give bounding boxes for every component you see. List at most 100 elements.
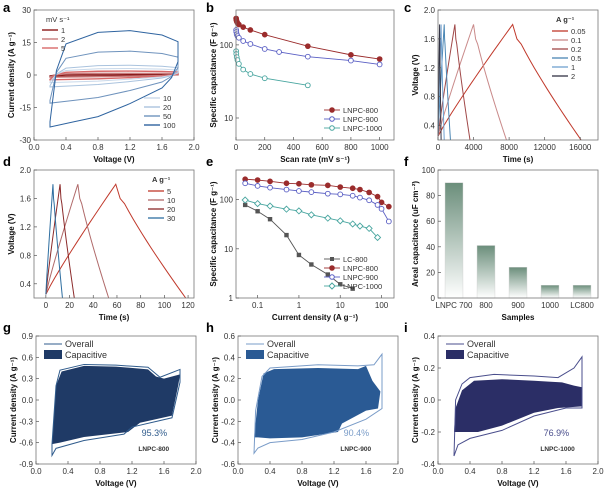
data-point bbox=[240, 66, 247, 73]
legend-swatch-capacitive bbox=[446, 350, 464, 359]
x-tick-label: 1000 bbox=[371, 143, 389, 152]
x-tick-label: 200 bbox=[258, 143, 272, 152]
legend-label-1: 1 bbox=[61, 26, 65, 35]
capacitive-area bbox=[454, 379, 582, 432]
gcd-curve-2 bbox=[437, 24, 442, 141]
capacitive-percent: 90.4% bbox=[344, 428, 370, 438]
y-tick-label: 100 bbox=[220, 196, 234, 205]
x-axis-label: Voltage (V) bbox=[95, 479, 137, 488]
data-point bbox=[255, 209, 260, 214]
data-point bbox=[376, 61, 383, 68]
y-tick-label: -0.3 bbox=[19, 417, 33, 426]
data-point bbox=[338, 282, 343, 287]
y-tick-label: 80 bbox=[426, 192, 435, 201]
gcd-curve-10 bbox=[45, 184, 110, 299]
data-point bbox=[349, 220, 357, 228]
data-point bbox=[325, 272, 331, 277]
legend-label-0.05: 0.05 bbox=[571, 27, 586, 36]
legend-title: A g⁻¹ bbox=[152, 175, 171, 184]
y-tick-label: 2.0 bbox=[20, 166, 32, 175]
series-line-LC-800 bbox=[244, 204, 353, 290]
data-point bbox=[296, 188, 302, 194]
legend-label-20: 20 bbox=[163, 103, 171, 112]
y-tick-label: -15 bbox=[19, 104, 31, 113]
x-tick-label: 0.1 bbox=[252, 301, 264, 310]
y-axis-label: Specific capacitance (F g⁻¹) bbox=[209, 181, 218, 286]
gcd-curve-20 bbox=[45, 184, 75, 299]
x-tick-label: 0.8 bbox=[94, 467, 106, 476]
x-tick-label: 1.6 bbox=[156, 143, 168, 152]
x-axis-label: Voltage (V) bbox=[497, 479, 539, 488]
y-tick-label: 20 bbox=[426, 268, 435, 277]
legend-label-0.2: 0.2 bbox=[571, 45, 581, 54]
panel-letter-g: g bbox=[3, 320, 11, 335]
legend-label-capacitive: Capacitive bbox=[467, 350, 509, 360]
legend-label-2: 2 bbox=[61, 35, 65, 44]
legend-label-0.1: 0.1 bbox=[571, 36, 581, 45]
data-point bbox=[236, 61, 242, 67]
data-point bbox=[240, 24, 247, 30]
capacitive-area bbox=[52, 365, 180, 445]
series-line-LNPC-1000 bbox=[235, 51, 308, 86]
data-point bbox=[378, 199, 385, 206]
data-point bbox=[284, 232, 289, 238]
x-tick-label: 0.0 bbox=[432, 467, 444, 476]
data-point bbox=[283, 180, 290, 187]
x-tick-label: 4000 bbox=[465, 143, 483, 152]
x-tick-label: 80 bbox=[136, 301, 145, 310]
x-tick-label: 2.0 bbox=[392, 467, 404, 476]
panel-c: c 0 4000 8000 12000 16000 0.4 0.8 1.2 1.6 2.0 Time … bbox=[404, 0, 599, 164]
data-point bbox=[242, 202, 248, 208]
y-tick-label: -0.2 bbox=[221, 417, 235, 426]
y-tick-label: 0.3 bbox=[22, 375, 34, 384]
legend-label-capacitive: Capacitive bbox=[267, 350, 309, 360]
data-point bbox=[308, 189, 315, 195]
x-tick-label: 16000 bbox=[569, 143, 592, 152]
x-tick-label: 120 bbox=[181, 301, 195, 310]
x-tick-label: LNPC 700 bbox=[436, 301, 473, 310]
series-line-LNPC-1000 bbox=[245, 199, 378, 238]
data-point bbox=[366, 197, 372, 204]
x-axis-label: Current density (A g⁻¹) bbox=[272, 313, 358, 322]
data-point bbox=[240, 38, 247, 44]
data-point bbox=[348, 57, 354, 64]
legend-label-LNPC-900: LNPC-900 bbox=[343, 115, 378, 124]
legend-label-5: 5 bbox=[61, 44, 65, 53]
y-tick-label: 1.2 bbox=[20, 223, 32, 232]
plot-frame bbox=[437, 9, 599, 141]
x-tick-label: 0.8 bbox=[496, 467, 508, 476]
data-point bbox=[304, 43, 311, 50]
y-axis-label: Current density (A g⁻¹) bbox=[211, 357, 220, 443]
y-tick-label: 0.9 bbox=[22, 332, 34, 341]
x-tick-label: 2.0 bbox=[188, 143, 200, 152]
data-point bbox=[236, 21, 242, 28]
panel-f: f LNPC 700 800 900 1000 LC800 0 20 40 60 80 100 Samp… bbox=[404, 154, 599, 322]
bar-900 bbox=[508, 267, 528, 299]
legend-label-20: 20 bbox=[167, 205, 175, 214]
legend-label-1: 1 bbox=[571, 63, 575, 72]
data-point bbox=[266, 202, 274, 210]
x-tick-label: 12000 bbox=[534, 143, 557, 152]
legend-swatch-capacitive bbox=[246, 350, 264, 359]
panel-letter-h: h bbox=[206, 320, 214, 335]
x-axis-label: Voltage (V) bbox=[93, 155, 135, 164]
x-axis-label: Voltage (V) bbox=[297, 479, 339, 488]
y-tick-label: 100 bbox=[220, 41, 234, 50]
data-point bbox=[376, 56, 383, 62]
y-tick-label: -0.9 bbox=[19, 460, 33, 469]
y-tick-label: 10 bbox=[224, 245, 233, 254]
data-point bbox=[348, 52, 354, 58]
data-point bbox=[253, 199, 262, 208]
data-point bbox=[267, 178, 273, 185]
x-tick-label: 800 bbox=[344, 143, 358, 152]
data-point bbox=[267, 216, 273, 222]
y-axis-label: Voltage (V) bbox=[411, 54, 420, 96]
data-point bbox=[295, 207, 303, 215]
data-point bbox=[309, 262, 314, 267]
legend-label-10: 10 bbox=[167, 196, 175, 205]
bar-1000 bbox=[540, 285, 560, 299]
bar-LNPC-700 bbox=[444, 182, 464, 299]
gcd-curve-0.05 bbox=[437, 23, 582, 141]
gcd-curve-1 bbox=[437, 24, 445, 141]
legend-marker bbox=[328, 282, 336, 290]
